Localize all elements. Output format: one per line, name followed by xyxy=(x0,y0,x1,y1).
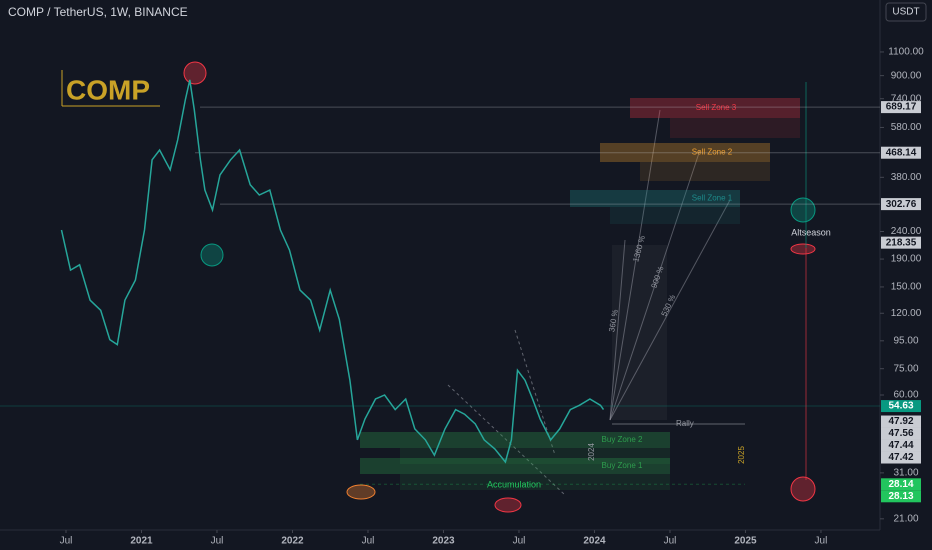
currency-label[interactable]: USDT xyxy=(892,7,919,18)
marker-circle xyxy=(790,476,816,502)
zone-label: Sell Zone 2 xyxy=(692,148,733,157)
price-label-box xyxy=(881,101,921,114)
zone-label: Sell Zone 3 xyxy=(696,103,737,112)
y-tick-label: 75.00 xyxy=(893,363,918,374)
price-label: 47.92 xyxy=(888,416,913,427)
y-tick-label: 580.00 xyxy=(891,122,922,133)
price-label-box xyxy=(881,236,921,249)
zone-label: Buy Zone 1 xyxy=(602,461,643,470)
marker-circle xyxy=(183,61,207,85)
y-tick-label: 1100.00 xyxy=(888,47,924,58)
x-tick-label: 2023 xyxy=(432,536,455,547)
fan-line xyxy=(609,239,626,421)
y-tick-label: 240.00 xyxy=(891,226,922,237)
x-tick-label: 2022 xyxy=(281,536,304,547)
zone-box xyxy=(630,98,800,118)
year-label: 2025 xyxy=(737,446,746,464)
x-tick-label: 2025 xyxy=(734,536,757,547)
y-tick-label: 120.00 xyxy=(891,308,922,319)
x-tick-label: Jul xyxy=(362,536,375,547)
zone-box xyxy=(600,143,770,162)
zone-label: Buy Zone 2 xyxy=(602,435,643,444)
logo-text: COMP xyxy=(66,74,150,105)
price-label-box xyxy=(881,198,921,211)
zone-box xyxy=(570,190,740,207)
zone-box xyxy=(360,432,670,448)
y-tick-label: 900.00 xyxy=(891,70,922,81)
fan-line xyxy=(609,199,731,421)
zone-box xyxy=(360,458,670,474)
x-tick-label: Jul xyxy=(60,536,73,547)
zone-label: Sell Zone 1 xyxy=(692,194,733,203)
zone-ext xyxy=(400,448,670,464)
y-tick-label: 60.00 xyxy=(893,390,918,401)
price-label-box xyxy=(881,478,921,491)
price-label: 302.76 xyxy=(886,199,917,210)
marker-circle xyxy=(200,243,224,267)
x-tick-label: Jul xyxy=(664,536,677,547)
price-label: 47.42 xyxy=(888,452,913,463)
x-tick-label: 2021 xyxy=(130,536,153,547)
price-label: 218.35 xyxy=(886,237,917,248)
price-label-box xyxy=(881,451,921,464)
marker-circle xyxy=(494,497,522,513)
marker-circle xyxy=(346,484,376,500)
price-label-box xyxy=(881,415,921,428)
marker-circle xyxy=(790,243,816,255)
price-label-box xyxy=(881,427,921,440)
y-tick-label: 380.00 xyxy=(891,172,922,183)
zone-ext xyxy=(610,207,740,224)
x-tick-label: Jul xyxy=(513,536,526,547)
x-tick-label: 2024 xyxy=(583,536,606,547)
y-tick-label: 190.00 xyxy=(891,254,922,265)
currency-button[interactable] xyxy=(885,2,927,22)
price-line-series xyxy=(60,79,605,464)
y-tick-label: 95.00 xyxy=(893,335,918,346)
zone-ext xyxy=(640,162,770,181)
price-label: 28.13 xyxy=(888,491,913,502)
projection-box xyxy=(612,245,667,420)
fan-lines xyxy=(609,109,731,421)
price-label-box xyxy=(881,400,921,413)
symbol-title: COMP / TetherUS, 1W, BINANCE xyxy=(8,5,188,19)
price-label: 28.14 xyxy=(888,479,913,490)
price-label-box xyxy=(881,439,921,452)
zone-ext xyxy=(400,474,670,490)
price-label-box xyxy=(881,490,921,503)
price-label: 689.17 xyxy=(886,102,917,113)
plot-area: Sell Zone 3 Sell Zone 2 Sell Zone 1 Buy Zon… xyxy=(0,51,884,533)
pct-label: 360 % xyxy=(607,309,620,333)
price-label: 47.44 xyxy=(888,440,913,451)
x-tick-label: Jul xyxy=(211,536,224,547)
logo: COMP xyxy=(61,70,160,107)
fan-line xyxy=(609,109,661,421)
y-tick-label: 21.00 xyxy=(893,513,918,524)
price-label: 468.14 xyxy=(886,147,917,158)
year-label: 2024 xyxy=(587,443,596,461)
y-tick-label: 31.00 xyxy=(893,468,918,479)
accumulation-label: Accumulation xyxy=(487,479,541,489)
price-label-box xyxy=(881,146,921,159)
y-tick-label: 150.00 xyxy=(891,282,922,293)
fan-line xyxy=(609,149,701,421)
y-tick-label: 740.00 xyxy=(891,93,922,104)
circles xyxy=(183,61,816,513)
price-label: 54.63 xyxy=(888,401,913,412)
zone-ext xyxy=(670,118,800,138)
x-tick-label: Jul xyxy=(815,536,828,547)
price-label: 47.56 xyxy=(888,428,913,439)
altseason-label: Altseason xyxy=(791,227,831,237)
marker-circle xyxy=(790,197,816,223)
trend-line xyxy=(447,384,566,496)
rally-label: Rally xyxy=(676,419,694,428)
